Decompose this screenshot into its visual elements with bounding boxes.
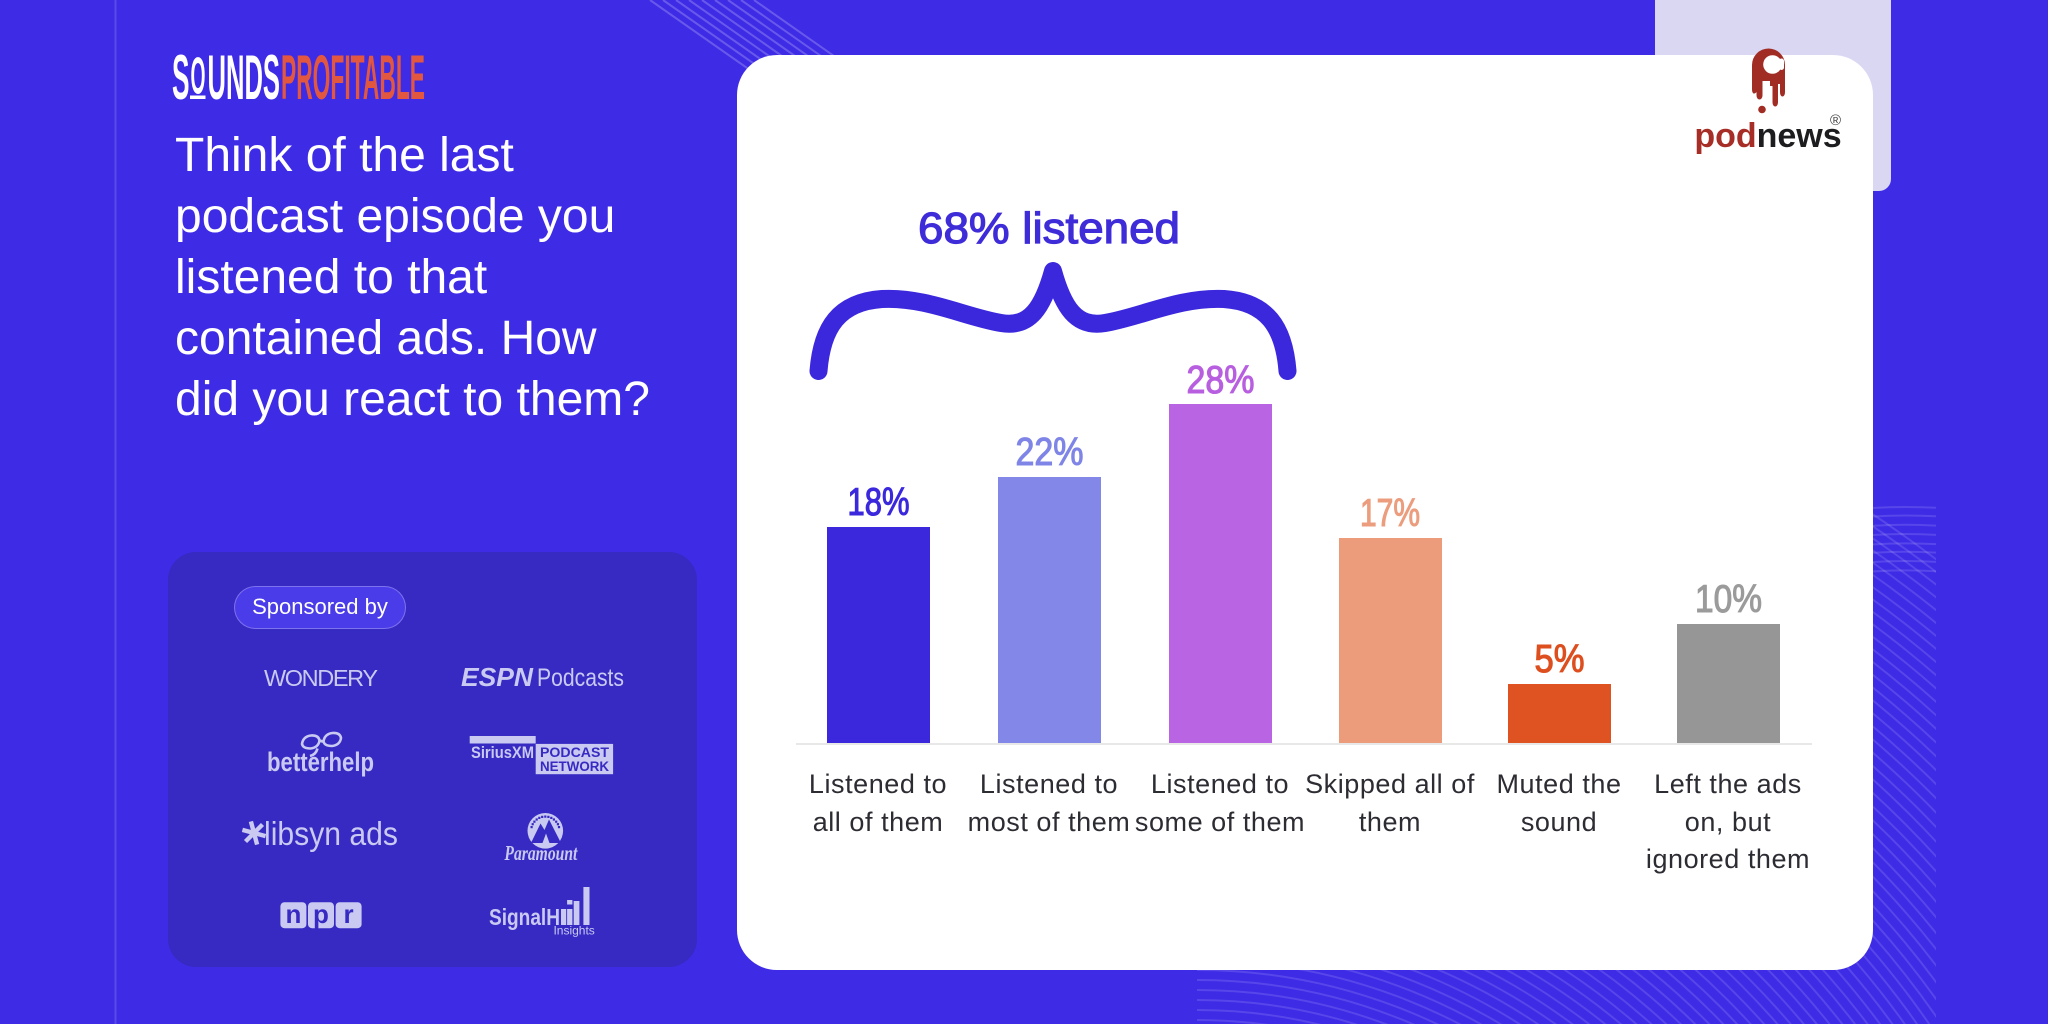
svg-text:10%: 10% xyxy=(1695,578,1762,621)
svg-text:libsyn ads: libsyn ads xyxy=(264,815,398,852)
svg-text:Insights: Insights xyxy=(553,924,594,938)
svg-text:S: S xyxy=(172,52,190,108)
svg-text:17%: 17% xyxy=(1360,492,1420,535)
svg-text:Podcasts: Podcasts xyxy=(537,664,624,692)
svg-text:SiriusXM: SiriusXM xyxy=(471,743,534,762)
svg-text:O: O xyxy=(191,52,206,106)
svg-text:Paramount: Paramount xyxy=(504,841,579,865)
svg-text:18%: 18% xyxy=(848,481,910,524)
svg-text:n: n xyxy=(285,899,301,929)
svg-text:68% listened: 68% listened xyxy=(918,204,1180,253)
svg-text:22%: 22% xyxy=(1016,431,1084,474)
svg-text:5%: 5% xyxy=(1535,638,1585,681)
svg-text:betterhelp: betterhelp xyxy=(267,747,374,777)
svg-text:PROFİTABLE: PROFİTABLE xyxy=(281,52,425,108)
svg-text:SignalH: SignalH xyxy=(489,904,560,930)
svg-text:ESPN: ESPN xyxy=(461,662,534,692)
svg-text:r: r xyxy=(344,899,354,929)
svg-text:p: p xyxy=(313,899,329,929)
svg-text:PODCAST: PODCAST xyxy=(540,745,610,760)
svg-text:WONDERY: WONDERY xyxy=(264,665,378,691)
svg-text:UNDS: UNDS xyxy=(208,52,281,108)
svg-text:NETWORK: NETWORK xyxy=(540,759,609,774)
svg-text:28%: 28% xyxy=(1187,359,1255,402)
